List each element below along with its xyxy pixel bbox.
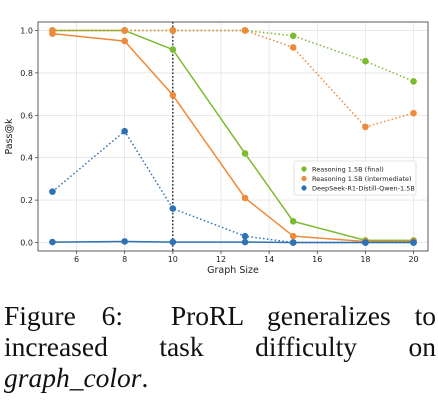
series-1-dotted-point [289, 44, 297, 51]
y-tick-label: 0.4 [20, 154, 33, 163]
pass-at-k-chart: 6 8 10 12 14 16 18 20 0.0 0.2 0.4 0.6 0.8 1.0 Graph S… [4, 21, 429, 276]
series-1-solid-point [49, 30, 56, 37]
plot-frame [37, 21, 429, 252]
x-tick-label: 16 [312, 255, 322, 264]
series-1-dotted-point [362, 123, 369, 131]
x-tick-label: 14 [264, 255, 274, 264]
legend-box [293, 160, 417, 196]
x-tick-label: 6 [74, 255, 79, 264]
series-2-solid-point [121, 238, 128, 245]
x-tick-label: 8 [122, 255, 127, 264]
x-tick-label: 12 [216, 255, 226, 264]
x-tick-label: 20 [408, 255, 418, 264]
y-tick-label: 1.0 [20, 26, 33, 35]
y-tick-label: 0.8 [20, 69, 33, 78]
series-2-solid-point [241, 238, 249, 246]
series-1-dotted-point [410, 109, 417, 117]
series-1-solid-point [169, 91, 177, 99]
series-1-solid-point [289, 232, 297, 240]
series-2-solid-point [49, 238, 56, 246]
series-2-dotted-point [241, 232, 249, 240]
series-1-solid-point [121, 37, 128, 45]
caption-code-term: graph_color [4, 362, 142, 393]
figure-caption: Figure 6: ProRL generalizes to increased… [4, 300, 436, 393]
series-2-solid-point [410, 239, 417, 246]
series-2-dotted-point [169, 205, 177, 212]
series-0-solid-point [289, 218, 297, 225]
series-1-dotted-line [52, 29, 414, 128]
series-0-solid-point [241, 150, 249, 157]
series-1-dotted-point [121, 27, 128, 34]
x-tick-label: 18 [360, 255, 370, 264]
series-0-dotted-point [410, 78, 417, 85]
legend: Reasoning 1.5B (final) Reasoning 1.5B (in… [293, 160, 417, 196]
series-1-solid-point [241, 194, 249, 202]
legend-entry-label: Reasoning 1.5B (intermediate) [312, 175, 412, 183]
legend-entry-label: Reasoning 1.5B (final) [312, 165, 384, 173]
y-tick-label: 0.0 [20, 239, 33, 248]
series-0-dotted-point [289, 32, 297, 40]
caption-label: Figure 6: [4, 300, 124, 331]
series-1-dotted-point [169, 27, 177, 34]
series-0-dotted-point [362, 57, 369, 65]
axis-ticks: 6 8 10 12 14 16 18 20 0.0 0.2 0.4 0.6 0.8 1.0 [20, 26, 418, 264]
series-2-dotted-point [121, 127, 128, 135]
series-0-solid-line [52, 29, 414, 242]
series-0-solid-point [169, 46, 177, 53]
series-2-solid-point [289, 239, 297, 246]
legend-entry-label: DeepSeek-R1-Distill-Qwen-1.5B [312, 184, 415, 192]
series-0-dotted-line [52, 29, 414, 83]
caption-end: . [141, 362, 149, 393]
series-layer [49, 27, 417, 246]
series-2-solid-point [362, 239, 369, 246]
y-tick-label: 0.6 [20, 111, 33, 120]
y-tick-label: 0.2 [20, 196, 33, 205]
legend-marker [301, 175, 307, 182]
series-2-dotted-point [49, 188, 56, 195]
caption-text: ProRL generalizes to increased task diff… [4, 300, 436, 362]
y-axis-label: Pass@k [4, 118, 15, 155]
series-2-solid-point [169, 238, 177, 246]
x-tick-label: 10 [168, 255, 178, 264]
x-axis-label: Graph Size [207, 265, 259, 276]
series-1-solid-line [52, 32, 414, 243]
legend-marker [301, 185, 307, 191]
legend-marker [301, 166, 307, 172]
series-1-dotted-point [241, 27, 249, 34]
